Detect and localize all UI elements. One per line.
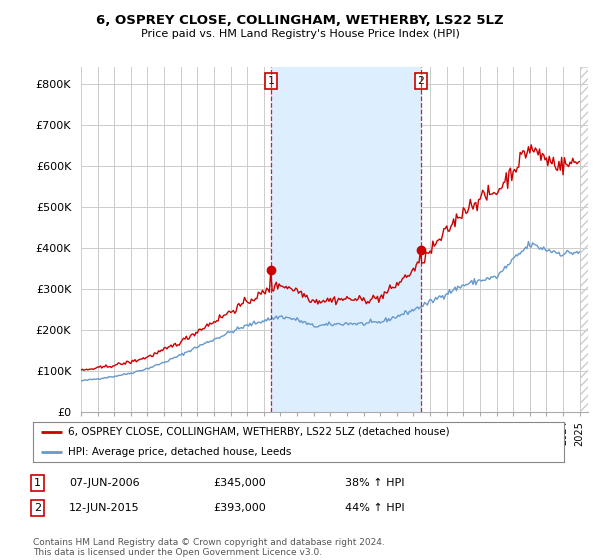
- Text: £345,000: £345,000: [213, 478, 266, 488]
- Text: HPI: Average price, detached house, Leeds: HPI: Average price, detached house, Leed…: [68, 447, 291, 457]
- Text: Price paid vs. HM Land Registry's House Price Index (HPI): Price paid vs. HM Land Registry's House …: [140, 29, 460, 39]
- Text: £393,000: £393,000: [213, 503, 266, 513]
- Text: 1: 1: [268, 76, 275, 86]
- Text: 38% ↑ HPI: 38% ↑ HPI: [345, 478, 404, 488]
- Text: 07-JUN-2006: 07-JUN-2006: [69, 478, 140, 488]
- Text: 12-JUN-2015: 12-JUN-2015: [69, 503, 140, 513]
- Text: 6, OSPREY CLOSE, COLLINGHAM, WETHERBY, LS22 5LZ: 6, OSPREY CLOSE, COLLINGHAM, WETHERBY, L…: [96, 14, 504, 27]
- Text: 6, OSPREY CLOSE, COLLINGHAM, WETHERBY, LS22 5LZ (detached house): 6, OSPREY CLOSE, COLLINGHAM, WETHERBY, L…: [68, 427, 449, 437]
- Text: 2: 2: [418, 76, 424, 86]
- Text: 1: 1: [34, 478, 41, 488]
- Bar: [271, 67, 421, 412]
- Text: 44% ↑ HPI: 44% ↑ HPI: [345, 503, 404, 513]
- Text: 2: 2: [34, 503, 41, 513]
- Text: Contains HM Land Registry data © Crown copyright and database right 2024.
This d: Contains HM Land Registry data © Crown c…: [33, 538, 385, 557]
